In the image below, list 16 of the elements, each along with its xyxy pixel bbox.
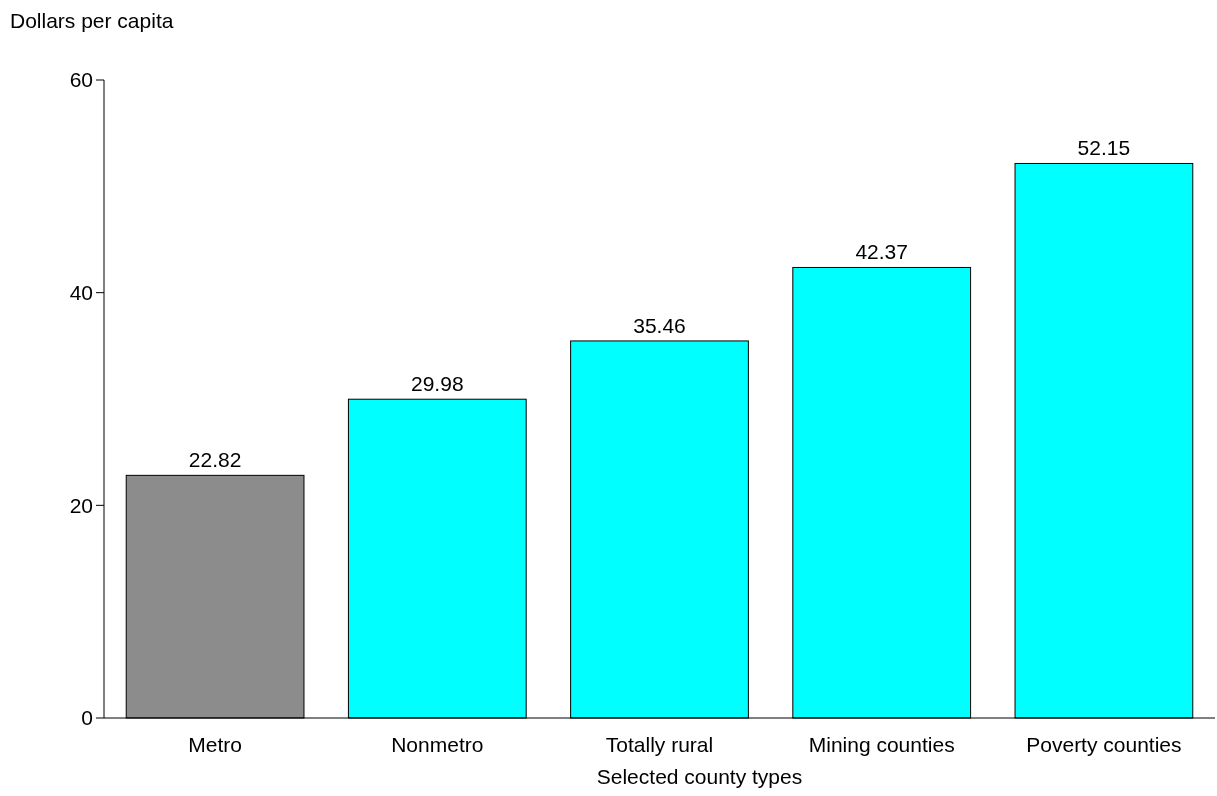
y-tick-label: 40	[69, 281, 93, 305]
x-tick-label: Mining counties	[808, 733, 955, 756]
data-label: 29.98	[411, 372, 464, 396]
y-axis-title: Dollars per capita	[10, 9, 174, 32]
y-tick-label: 0	[81, 706, 93, 730]
x-tick-label: Nonmetro	[391, 733, 484, 756]
data-label: 22.82	[188, 448, 242, 472]
data-label: 42.37	[855, 240, 908, 264]
x-axis-title: Selected county types	[596, 765, 803, 788]
x-tick-label: Metro	[188, 733, 242, 756]
x-tick-label: Poverty counties	[1026, 733, 1182, 756]
data-label: 52.15	[1077, 136, 1131, 160]
x-tick-label: Totally rural	[605, 733, 714, 756]
data-label: 35.46	[633, 313, 686, 337]
y-tick-label: 60	[69, 68, 93, 92]
y-tick-label: 20	[69, 493, 93, 517]
